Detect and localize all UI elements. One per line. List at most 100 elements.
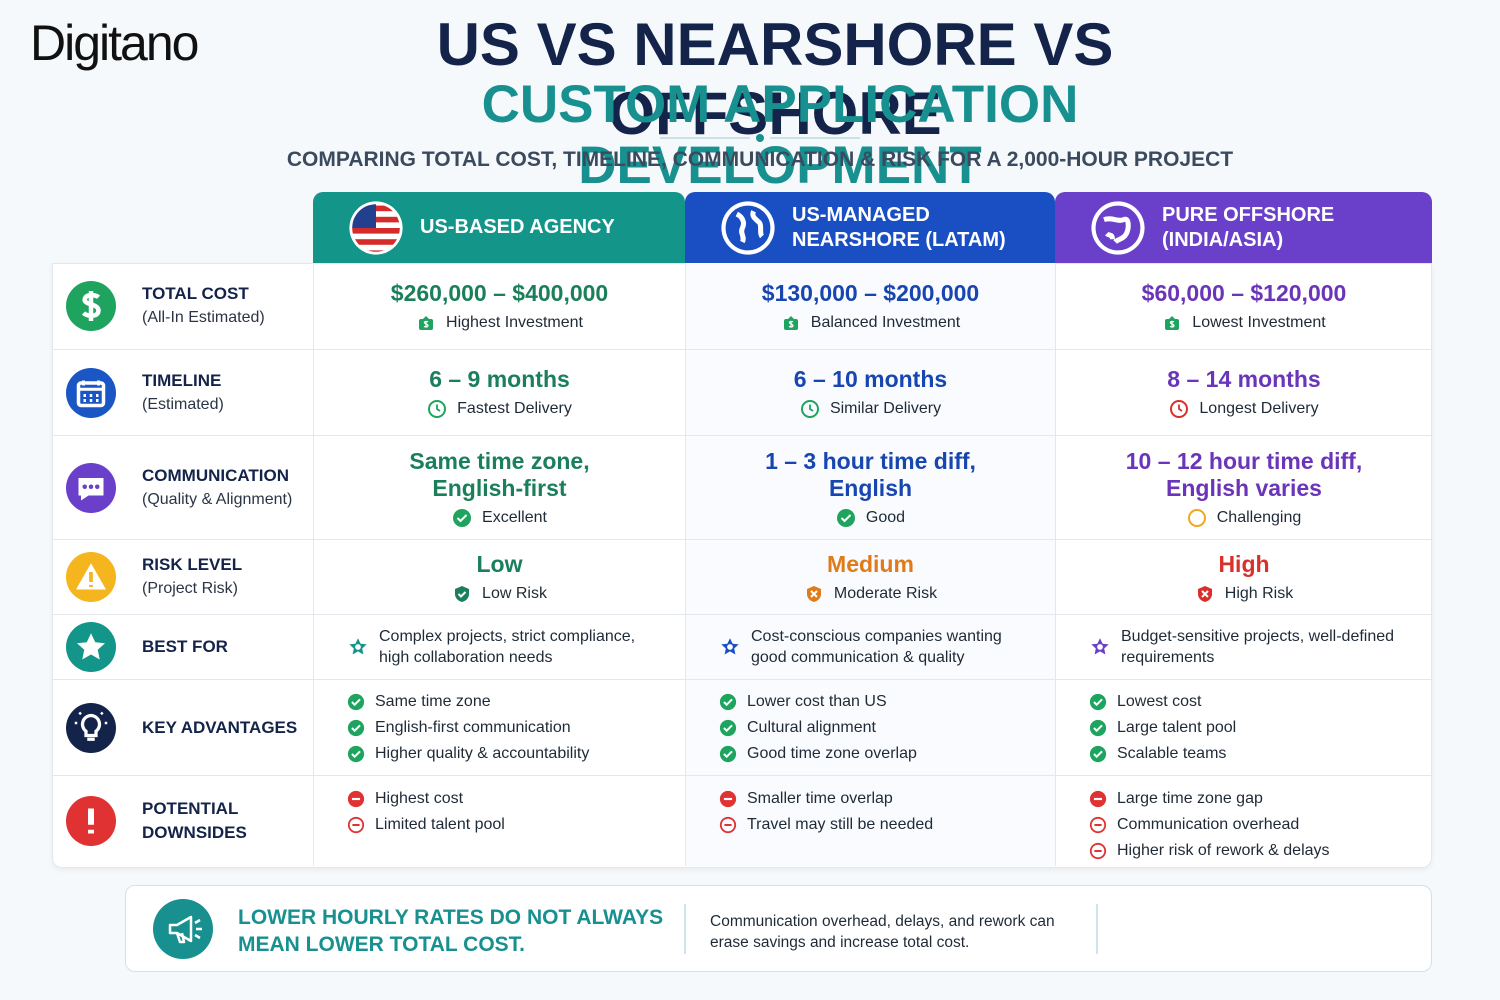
column-flag	[1090, 200, 1146, 256]
row-sublabel: (Quality & Alignment)	[142, 490, 293, 508]
note-icon	[1162, 313, 1182, 333]
callout-headline: LOWER HOURLY RATES DO NOT ALWAYS MEAN LOW…	[238, 904, 663, 958]
note-icon-svg	[783, 315, 798, 330]
callout-text: Communication overhead, delays, and rewo…	[710, 913, 1055, 951]
note-icon-svg	[1165, 315, 1180, 330]
column-flag-svg	[721, 200, 775, 255]
advantage-item: Same time zone	[347, 689, 685, 715]
column-flag	[720, 200, 776, 256]
item-text: Travel may still be needed	[747, 816, 934, 833]
cell-note: High Risk	[1195, 584, 1293, 604]
row-icon	[66, 281, 116, 331]
cell-note-text: Longest Delivery	[1199, 400, 1319, 417]
cell-note-text: Good	[865, 508, 906, 526]
cell-value-line: 10 – 12 hour time diff,	[1125, 447, 1363, 474]
cell-note-text: Fastest Delivery	[457, 400, 572, 417]
subtitle: CUSTOM APPLICATION DEVELOPMENT	[481, 75, 1079, 195]
row-label: BEST FOR	[142, 635, 228, 659]
advantage-item: English-first communication	[347, 715, 685, 741]
cell-value-line: $260,000 – $400,000	[390, 279, 609, 306]
cell-value-line: 6 – 10 months	[793, 366, 948, 392]
cell-value-line: 8 – 14 months	[1167, 366, 1321, 392]
callout: LOWER HOURLY RATES DO NOT ALWAYS MEAN LOW…	[125, 885, 1432, 972]
note-icon-svg	[455, 585, 470, 602]
column-name-line: US-BASED AGENCY	[420, 216, 615, 238]
row-icon	[66, 367, 116, 418]
cell-note: Lowest Investment	[1162, 313, 1326, 333]
note-icon-svg	[1170, 400, 1189, 418]
note-icon	[804, 584, 824, 604]
row-label: COMMUNICATION (Quality & Alignment)	[142, 464, 292, 512]
column-flag	[348, 200, 404, 256]
bullet-icon-svg	[719, 816, 737, 834]
cell-note: Fastest Delivery	[427, 399, 572, 419]
cell-value: Medium	[827, 551, 914, 578]
headline-line: LOWER HOURLY RATES DO NOT ALWAYS	[238, 906, 664, 929]
row-label-cell: KEY ADVANTAGES	[52, 680, 313, 776]
row-icon	[66, 462, 116, 513]
column-name: US-MANAGED NEARSHORE (LATAM)	[792, 203, 1006, 253]
table-cell: 1 – 3 hour time diff, English Good	[685, 436, 1055, 540]
note-icon	[1187, 508, 1207, 528]
downside-item: Higher risk of rework & delays	[1089, 838, 1432, 864]
headline-line: MEAN LOWER TOTAL COST.	[238, 933, 525, 956]
cell-value: 10 – 12 hour time diff, English varies	[1126, 448, 1362, 502]
advantage-item: Lowest cost	[1089, 689, 1432, 715]
cell-note: Moderate Risk	[804, 584, 937, 604]
cell-note-text: Similar Delivery	[829, 400, 942, 417]
best-for-text: Budget-sensitive projects, well-defined …	[1121, 628, 1395, 666]
row-label-cell: COMMUNICATION (Quality & Alignment)	[52, 436, 313, 540]
note-icon	[836, 508, 856, 528]
cell-value: $130,000 – $200,000	[762, 280, 979, 307]
cell-note: Challenging	[1187, 508, 1301, 528]
star-icon-svg	[349, 638, 367, 655]
cell-note: Balanced Investment	[781, 313, 960, 333]
row-title: BEST FOR	[142, 637, 228, 656]
star-icon	[347, 636, 369, 658]
table-cell: 6 – 9 months Fastest Delivery	[313, 350, 685, 436]
row-sublabel: (Project Risk)	[142, 580, 239, 597]
cell-note: Highest Investment	[416, 313, 583, 333]
item-text: English-first communication	[375, 718, 571, 736]
cell-value: $60,000 – $120,000	[1142, 280, 1347, 307]
bullet-icon-svg	[347, 693, 365, 710]
note-icon	[800, 399, 820, 419]
item-text: Higher quality & accountability	[375, 744, 590, 762]
bullet-icon	[719, 816, 737, 834]
table-cell: Highest cost Limited talent pool	[313, 776, 685, 866]
cell-value-line: 6 – 9 months	[429, 366, 570, 392]
item-text: Large talent pool	[1117, 718, 1237, 736]
row-label: RISK LEVEL (Project Risk)	[142, 553, 242, 601]
table-cell: $130,000 – $200,000 Balanced Investment	[685, 263, 1055, 350]
downside-item: Smaller time overlap	[719, 786, 1055, 812]
item-text: Communication overhead	[1117, 816, 1300, 833]
row-icon-svg	[66, 702, 116, 753]
table-cell: High High Risk	[1055, 540, 1432, 615]
cell-note-text: Excellent	[482, 508, 547, 526]
star-icon-svg	[721, 638, 739, 655]
advantage-item: Large talent pool	[1089, 715, 1432, 741]
column-header: PURE OFFSHORE (INDIA/ASIA)	[1055, 192, 1432, 263]
column-name-line: NEARSHORE (LATAM)	[792, 228, 1006, 251]
row-label: POTENTIAL DOWNSIDES	[142, 797, 272, 845]
bullet-icon	[1089, 745, 1107, 763]
bullet-icon	[1089, 816, 1107, 834]
column-header: US-BASED AGENCY	[313, 192, 685, 263]
advantage-item: Scalable teams	[1089, 741, 1432, 767]
divider	[660, 134, 860, 142]
table-cell: $60,000 – $120,000 Lowest Investment	[1055, 263, 1432, 350]
row-icon-svg	[66, 796, 116, 846]
downside-item: Travel may still be needed	[719, 812, 1055, 838]
downside-item: Highest cost	[347, 786, 685, 812]
note-icon-svg	[419, 315, 434, 330]
bullet-icon-svg	[719, 745, 737, 762]
bullet-icon	[347, 745, 365, 763]
column-name-line: US-MANAGED	[792, 203, 930, 226]
row-label-cell: TOTAL COST (All-In Estimated)	[52, 263, 313, 350]
bullet-icon	[347, 693, 365, 711]
note-icon-svg	[836, 508, 855, 527]
row-sublabel: (Estimated)	[142, 395, 224, 413]
note-icon-svg	[428, 400, 447, 418]
bullet-icon-svg	[719, 693, 737, 710]
best-for: Cost-conscious companies wanting good co…	[719, 626, 1055, 668]
